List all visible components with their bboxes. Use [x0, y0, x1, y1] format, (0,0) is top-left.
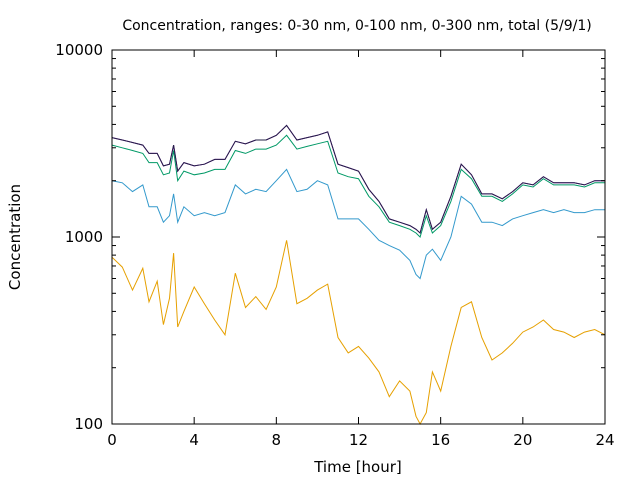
- x-tick-label: 12: [349, 431, 368, 449]
- x-tick-label: 0: [107, 431, 117, 449]
- series-line-3: [111, 134, 605, 238]
- y-tick-label: 100: [74, 415, 103, 433]
- series-line-5: [111, 124, 605, 234]
- x-tick-label: 8: [272, 431, 282, 449]
- x-tick-label: 24: [595, 431, 614, 449]
- x-tick-label: 16: [431, 431, 450, 449]
- plot-lines: [111, 124, 606, 426]
- x-tick-label: 4: [189, 431, 199, 449]
- x-axis-label: Time [hour]: [313, 458, 402, 476]
- chart-title: Concentration, ranges: 0-30 nm, 0-100 nm…: [122, 18, 591, 34]
- series-line-2: [111, 168, 605, 280]
- y-tick-label: 1000: [65, 228, 103, 246]
- x-tick-label: 20: [513, 431, 532, 449]
- ticks: 0 4 8 12 16 20 24 100 1000 10000: [55, 41, 614, 449]
- series-line-1: [111, 240, 606, 426]
- plot-frame: [111, 49, 606, 425]
- y-tick-label: 10000: [55, 41, 103, 59]
- y-axis-label: Concentration: [6, 184, 24, 290]
